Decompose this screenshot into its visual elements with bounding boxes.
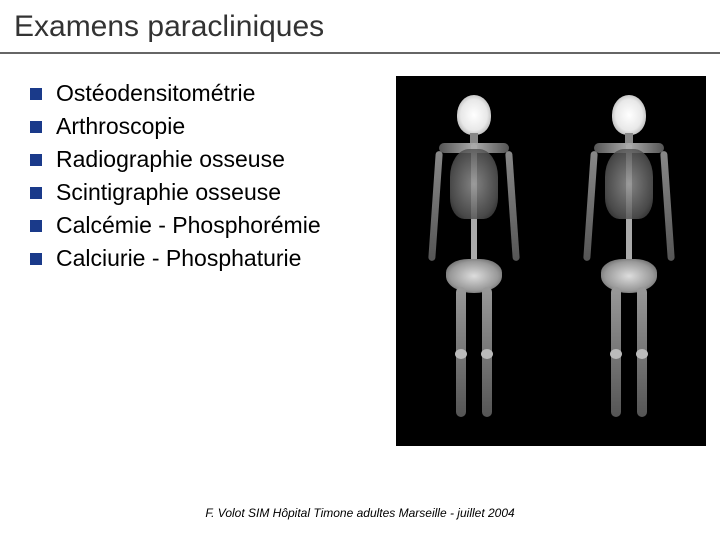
bullet-list: Ostéodensitométrie Arthroscopie Radiogra…: [30, 80, 321, 272]
list-item-label: Ostéodensitométrie: [56, 80, 255, 107]
list-item-label: Arthroscopie: [56, 113, 185, 140]
list-item-label: Calciurie - Phosphaturie: [56, 245, 301, 272]
bullet-square-icon: [30, 253, 42, 265]
content-area: Ostéodensitométrie Arthroscopie Radiogra…: [30, 80, 321, 278]
bullet-square-icon: [30, 187, 42, 199]
bullet-square-icon: [30, 88, 42, 100]
slide-title: Examens paracliniques: [0, 0, 720, 44]
list-item: Scintigraphie osseuse: [30, 179, 321, 206]
list-item: Arthroscopie: [30, 113, 321, 140]
bullet-square-icon: [30, 154, 42, 166]
list-item: Ostéodensitométrie: [30, 80, 321, 107]
scintigraphy-image: [396, 76, 706, 446]
bullet-square-icon: [30, 220, 42, 232]
list-item-label: Calcémie - Phosphorémie: [56, 212, 321, 239]
skeleton-posterior-icon: [569, 91, 689, 431]
list-item-label: Scintigraphie osseuse: [56, 179, 281, 206]
skeleton-anterior-icon: [414, 91, 534, 431]
list-item-label: Radiographie osseuse: [56, 146, 285, 173]
list-item: Calcémie - Phosphorémie: [30, 212, 321, 239]
slide-footer: F. Volot SIM Hôpital Timone adultes Mars…: [205, 506, 514, 520]
list-item: Radiographie osseuse: [30, 146, 321, 173]
title-underline: [0, 52, 720, 54]
bullet-square-icon: [30, 121, 42, 133]
list-item: Calciurie - Phosphaturie: [30, 245, 321, 272]
